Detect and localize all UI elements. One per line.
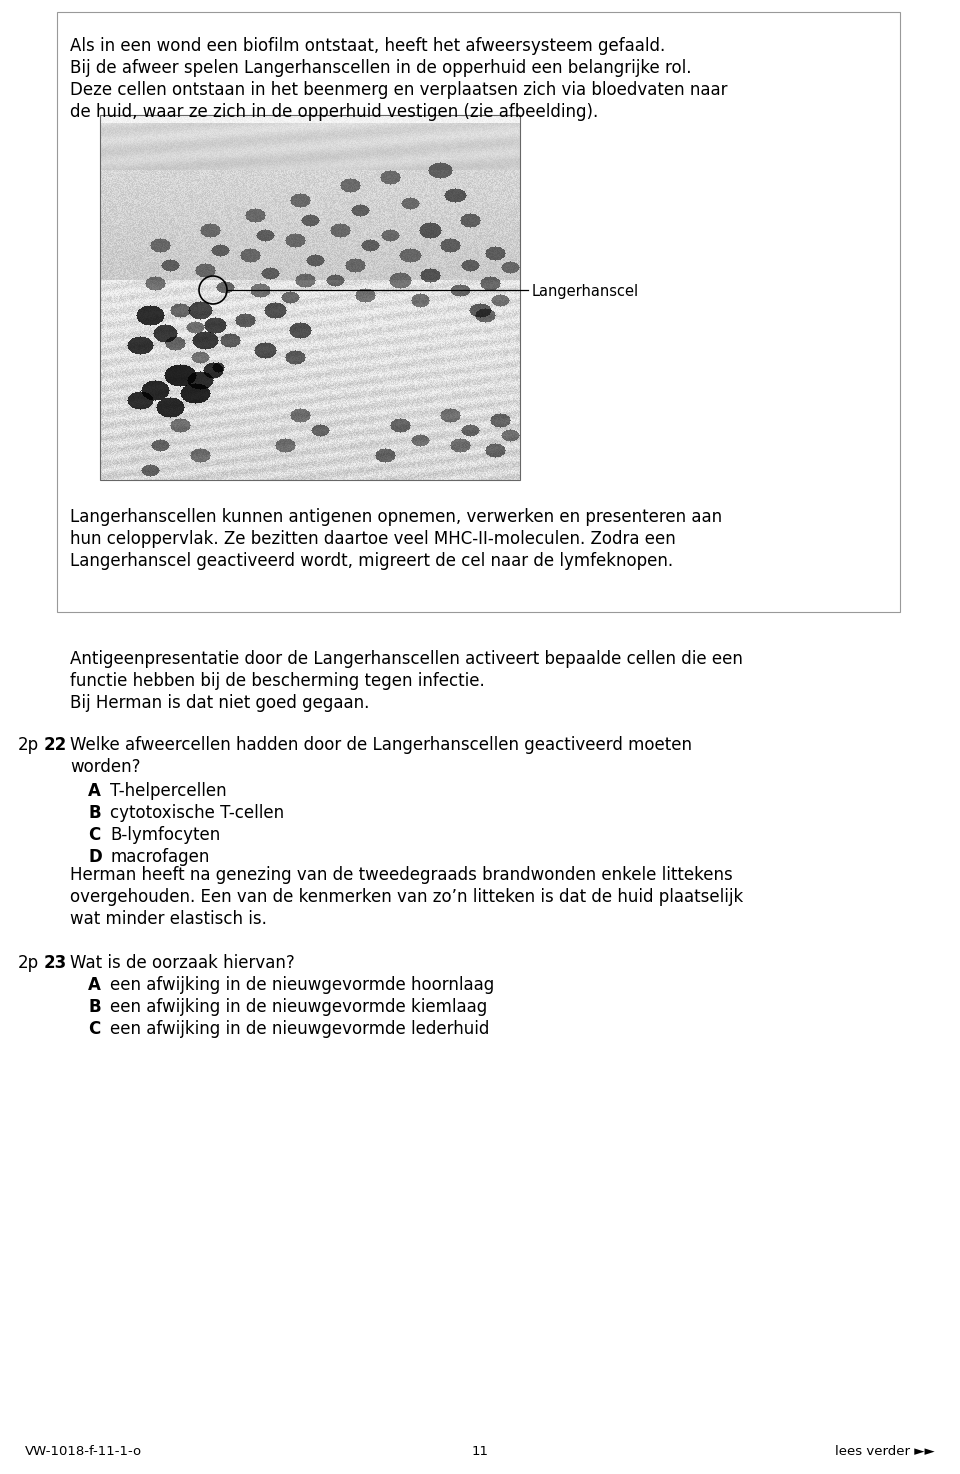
Text: overgehouden. Een van de kenmerken van zo’n litteken is dat de huid plaatselijk: overgehouden. Een van de kenmerken van z… bbox=[70, 887, 743, 907]
Text: 11: 11 bbox=[471, 1445, 489, 1458]
Text: een afwijking in de nieuwgevormde kiemlaag: een afwijking in de nieuwgevormde kiemla… bbox=[110, 998, 488, 1016]
Text: Deze cellen ontstaan in het beenmerg en verplaatsen zich via bloedvaten naar: Deze cellen ontstaan in het beenmerg en … bbox=[70, 81, 728, 99]
Text: C: C bbox=[88, 1020, 100, 1038]
Text: 23: 23 bbox=[44, 954, 67, 971]
Text: functie hebben bij de bescherming tegen infectie.: functie hebben bij de bescherming tegen … bbox=[70, 672, 485, 690]
Text: VW-1018-f-11-1-o: VW-1018-f-11-1-o bbox=[25, 1445, 142, 1458]
Text: cytotoxische T-cellen: cytotoxische T-cellen bbox=[110, 803, 284, 822]
Text: Langerhanscel: Langerhanscel bbox=[532, 284, 639, 299]
Text: C: C bbox=[88, 825, 100, 845]
Text: Langerhanscel geactiveerd wordt, migreert de cel naar de lymfeknopen.: Langerhanscel geactiveerd wordt, migreer… bbox=[70, 551, 673, 570]
Text: Als in een wond een biofilm ontstaat, heeft het afweersysteem gefaald.: Als in een wond een biofilm ontstaat, he… bbox=[70, 37, 665, 55]
Text: een afwijking in de nieuwgevormde hoornlaag: een afwijking in de nieuwgevormde hoornl… bbox=[110, 976, 494, 993]
Bar bbox=[57, 12, 900, 612]
Text: Bij de afweer spelen Langerhanscellen in de opperhuid een belangrijke rol.: Bij de afweer spelen Langerhanscellen in… bbox=[70, 59, 691, 77]
Text: Herman heeft na genezing van de tweedegraads brandwonden enkele littekens: Herman heeft na genezing van de tweedegr… bbox=[70, 867, 732, 884]
Text: B: B bbox=[88, 998, 101, 1016]
Text: A: A bbox=[88, 976, 101, 993]
Text: een afwijking in de nieuwgevormde lederhuid: een afwijking in de nieuwgevormde lederh… bbox=[110, 1020, 490, 1038]
Text: D: D bbox=[88, 848, 102, 867]
Text: B-lymfocyten: B-lymfocyten bbox=[110, 825, 220, 845]
Text: T-helpercellen: T-helpercellen bbox=[110, 783, 227, 800]
Text: Antigeenpresentatie door de Langerhanscellen activeert bepaalde cellen die een: Antigeenpresentatie door de Langerhansce… bbox=[70, 650, 743, 668]
Bar bbox=[100, 115, 520, 481]
Text: wat minder elastisch is.: wat minder elastisch is. bbox=[70, 909, 267, 929]
Text: Bij Herman is dat niet goed gegaan.: Bij Herman is dat niet goed gegaan. bbox=[70, 694, 370, 712]
Text: hun celoppervlak. Ze bezitten daartoe veel MHC-II-moleculen. Zodra een: hun celoppervlak. Ze bezitten daartoe ve… bbox=[70, 531, 676, 548]
Text: 2p: 2p bbox=[18, 954, 39, 971]
Text: worden?: worden? bbox=[70, 758, 140, 775]
Text: 22: 22 bbox=[44, 736, 67, 755]
Text: Welke afweercellen hadden door de Langerhanscellen geactiveerd moeten: Welke afweercellen hadden door de Langer… bbox=[70, 736, 692, 755]
Text: A: A bbox=[88, 783, 101, 800]
Text: Langerhanscellen kunnen antigenen opnemen, verwerken en presenteren aan: Langerhanscellen kunnen antigenen opneme… bbox=[70, 509, 722, 526]
Text: B: B bbox=[88, 803, 101, 822]
Text: de huid, waar ze zich in de opperhuid vestigen (zie afbeelding).: de huid, waar ze zich in de opperhuid ve… bbox=[70, 103, 598, 121]
Text: lees verder ►►: lees verder ►► bbox=[835, 1445, 935, 1458]
Text: macrofagen: macrofagen bbox=[110, 848, 209, 867]
Text: Wat is de oorzaak hiervan?: Wat is de oorzaak hiervan? bbox=[70, 954, 295, 971]
Text: 2p: 2p bbox=[18, 736, 39, 755]
